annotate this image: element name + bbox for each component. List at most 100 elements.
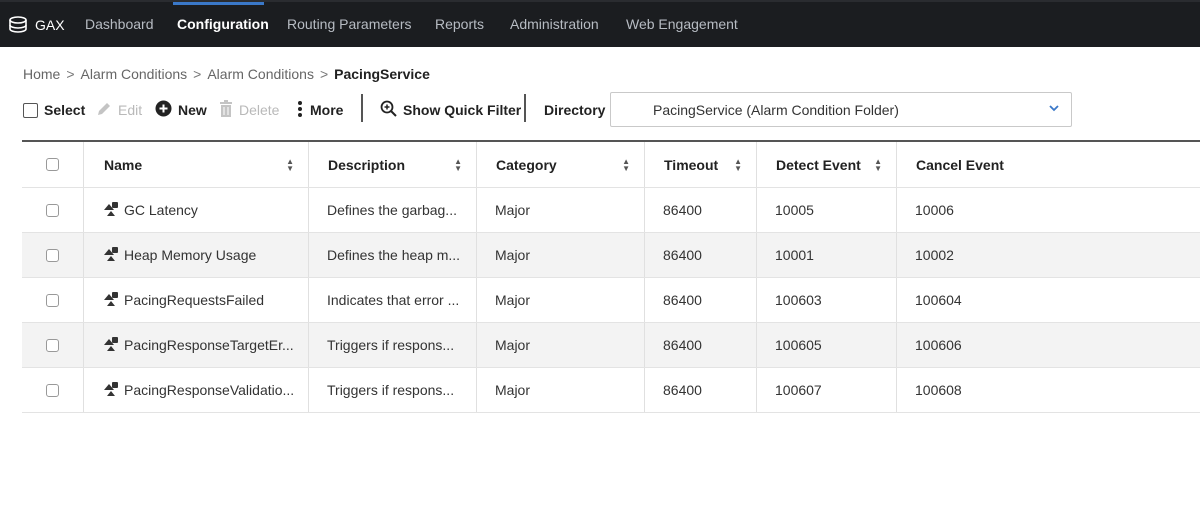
- nav-web-engagement[interactable]: Web Engagement: [626, 16, 738, 32]
- select-all-checkbox[interactable]: [46, 158, 59, 171]
- timeout-cell: 86400: [644, 323, 756, 367]
- nav-routing-parameters[interactable]: Routing Parameters: [287, 16, 412, 32]
- directory-value: PacingService (Alarm Condition Folder): [653, 102, 899, 118]
- row-checkbox[interactable]: [46, 383, 59, 397]
- pencil-icon: [96, 101, 112, 120]
- breadcrumb-home[interactable]: Home: [23, 66, 61, 82]
- table-row[interactable]: PacingResponseTargetEr... Triggers if re…: [22, 323, 1200, 368]
- row-select-cell: [22, 278, 83, 322]
- column-header-name[interactable]: Name ▲ ▼: [83, 142, 308, 187]
- column-header-label: Timeout: [664, 156, 719, 173]
- toolbar-divider: [361, 94, 363, 122]
- select-checkbox[interactable]: [23, 102, 38, 118]
- table-row[interactable]: GC Latency Defines the garbag... Major 8…: [22, 188, 1200, 233]
- sort-icon[interactable]: ▲ ▼: [286, 156, 294, 173]
- name-text: GC Latency: [124, 202, 198, 218]
- name-cell[interactable]: PacingResponseValidatio...: [83, 368, 308, 412]
- nav-reports[interactable]: Reports: [435, 16, 485, 32]
- delete-button[interactable]: Delete: [219, 100, 279, 120]
- column-header-label: Name: [104, 156, 143, 173]
- column-header-description[interactable]: Description ▲ ▼: [308, 142, 476, 187]
- edit-button[interactable]: Edit: [96, 100, 142, 120]
- column-header-label: Cancel Event: [916, 156, 1004, 173]
- row-checkbox[interactable]: [46, 203, 59, 217]
- table-row[interactable]: Heap Memory Usage Defines the heap m... …: [22, 233, 1200, 278]
- timeout-cell: 86400: [644, 188, 756, 232]
- detect-event-cell: 10005: [756, 188, 896, 232]
- name-cell[interactable]: PacingRequestsFailed: [83, 278, 308, 322]
- table-header-row: Name ▲ ▼ Description ▲ ▼ Category ▲ ▼ Timeo…: [22, 142, 1200, 188]
- category-cell: Major: [476, 323, 644, 367]
- column-header-category[interactable]: Category ▲ ▼: [476, 142, 644, 187]
- nav-configuration[interactable]: Configuration: [177, 16, 269, 32]
- category-cell: Major: [476, 368, 644, 412]
- cancel-event-cell: 10002: [896, 233, 1200, 277]
- sort-icon[interactable]: ▲ ▼: [454, 156, 462, 173]
- timeout-cell: 86400: [644, 368, 756, 412]
- detect-event-cell: 100603: [756, 278, 896, 322]
- breadcrumb-separator: >: [319, 66, 329, 82]
- timeout-cell: 86400: [644, 278, 756, 322]
- name-cell[interactable]: GC Latency: [83, 188, 308, 232]
- alarm-condition-icon: [103, 291, 119, 310]
- breadcrumb-separator: >: [193, 66, 202, 82]
- name-cell[interactable]: Heap Memory Usage: [83, 233, 308, 277]
- more-label: More: [310, 102, 344, 118]
- new-button[interactable]: New: [155, 100, 207, 120]
- brand-label: GAX: [35, 16, 65, 33]
- row-checkbox[interactable]: [46, 338, 59, 352]
- nav-active-indicator: [173, 2, 264, 5]
- table-row[interactable]: PacingResponseValidatio... Triggers if r…: [22, 368, 1200, 413]
- chevron-down-icon: [1049, 101, 1059, 115]
- delete-label: Delete: [239, 102, 280, 118]
- column-header-label: Description: [328, 156, 406, 173]
- show-quick-filter-button[interactable]: Show Quick Filter: [380, 100, 521, 120]
- alarm-condition-icon: [103, 336, 119, 355]
- description-cell: Defines the heap m...: [308, 233, 476, 277]
- name-cell[interactable]: PacingResponseTargetEr...: [83, 323, 308, 367]
- select-all-cell: [22, 142, 83, 187]
- table-row[interactable]: PacingRequestsFailed Indicates that erro…: [22, 278, 1200, 323]
- top-nav: GAX Dashboard Configuration Routing Para…: [0, 0, 1200, 47]
- select-toggle[interactable]: Select: [23, 100, 85, 120]
- grid-top-border: [22, 140, 1200, 142]
- directory-select[interactable]: PacingService (Alarm Condition Folder): [610, 92, 1072, 127]
- plus-circle-icon: [155, 100, 172, 120]
- cancel-event-cell: 10006: [896, 188, 1200, 232]
- breadcrumb-separator: >: [66, 66, 75, 82]
- nav-dashboard[interactable]: Dashboard: [85, 16, 154, 32]
- trash-icon: [219, 100, 233, 120]
- row-checkbox[interactable]: [46, 248, 59, 262]
- row-select-cell: [22, 368, 83, 412]
- alarm-condition-icon: [103, 201, 119, 220]
- name-text: PacingResponseValidatio...: [124, 382, 295, 398]
- column-header-timeout[interactable]: Timeout ▲ ▼: [644, 142, 756, 187]
- breadcrumb-current: PacingService: [334, 66, 430, 82]
- sort-icon[interactable]: ▲ ▼: [874, 156, 882, 173]
- detect-event-cell: 100605: [756, 323, 896, 367]
- name-text: PacingRequestsFailed: [124, 292, 265, 308]
- cancel-event-cell: 100608: [896, 368, 1200, 412]
- row-select-cell: [22, 188, 83, 232]
- column-header-detect-event[interactable]: Detect Event ▲ ▼: [756, 142, 896, 187]
- sort-icon[interactable]: ▲ ▼: [734, 156, 742, 173]
- column-header-label: Detect Event: [776, 156, 861, 173]
- category-cell: Major: [476, 278, 644, 322]
- row-checkbox[interactable]: [46, 293, 59, 307]
- zoom-icon: [380, 100, 397, 120]
- cancel-event-cell: 100606: [896, 323, 1200, 367]
- category-cell: Major: [476, 233, 644, 277]
- more-button[interactable]: More: [296, 100, 343, 120]
- row-select-cell: [22, 233, 83, 277]
- breadcrumb-alarm-conditions[interactable]: Alarm Conditions: [80, 66, 188, 82]
- description-cell: Defines the garbag...: [308, 188, 476, 232]
- show-quick-filter-label: Show Quick Filter: [403, 102, 522, 118]
- row-select-cell: [22, 323, 83, 367]
- brand[interactable]: GAX: [8, 2, 65, 47]
- column-header-cancel-event[interactable]: Cancel Event: [896, 142, 1200, 187]
- directory-label: Directory: [544, 102, 606, 118]
- edit-label: Edit: [118, 102, 143, 118]
- breadcrumb-alarm-conditions-folder[interactable]: Alarm Conditions: [207, 66, 314, 82]
- nav-administration[interactable]: Administration: [510, 16, 599, 32]
- sort-icon[interactable]: ▲ ▼: [622, 156, 630, 173]
